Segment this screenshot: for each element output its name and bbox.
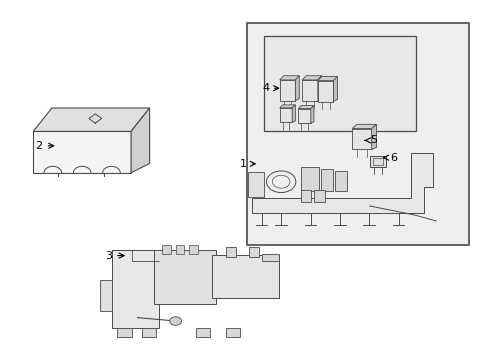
Polygon shape xyxy=(310,105,313,123)
Polygon shape xyxy=(188,245,197,254)
Polygon shape xyxy=(33,131,131,173)
Bar xyxy=(264,36,415,131)
Text: 3: 3 xyxy=(105,251,124,261)
Polygon shape xyxy=(195,328,210,337)
Polygon shape xyxy=(351,129,371,149)
Polygon shape xyxy=(302,76,321,80)
Text: 1: 1 xyxy=(240,159,255,169)
Polygon shape xyxy=(117,328,132,337)
Polygon shape xyxy=(298,105,313,108)
Text: 4: 4 xyxy=(262,83,278,93)
Polygon shape xyxy=(142,328,156,337)
Polygon shape xyxy=(247,172,264,197)
Polygon shape xyxy=(302,80,317,101)
Polygon shape xyxy=(295,76,299,101)
Polygon shape xyxy=(317,76,321,101)
Polygon shape xyxy=(279,108,292,122)
Polygon shape xyxy=(251,153,432,213)
Polygon shape xyxy=(112,250,159,328)
Polygon shape xyxy=(212,255,278,298)
Polygon shape xyxy=(175,245,184,254)
Bar xyxy=(248,247,258,257)
Polygon shape xyxy=(317,81,333,102)
Bar xyxy=(314,189,325,202)
Circle shape xyxy=(169,317,181,325)
Polygon shape xyxy=(131,108,149,173)
Polygon shape xyxy=(333,76,337,102)
Polygon shape xyxy=(317,76,337,81)
Polygon shape xyxy=(279,80,295,101)
Polygon shape xyxy=(279,105,295,108)
Bar xyxy=(372,158,382,165)
Polygon shape xyxy=(100,280,112,311)
Polygon shape xyxy=(33,108,149,131)
Polygon shape xyxy=(154,250,215,304)
Text: 6: 6 xyxy=(383,153,396,163)
Bar xyxy=(321,169,333,191)
Polygon shape xyxy=(162,245,171,254)
Polygon shape xyxy=(351,124,376,129)
Polygon shape xyxy=(369,156,385,167)
Bar xyxy=(225,247,235,257)
Text: 2: 2 xyxy=(36,141,54,151)
Polygon shape xyxy=(279,76,299,80)
Bar xyxy=(246,23,468,245)
Polygon shape xyxy=(292,105,295,122)
Bar xyxy=(262,254,278,261)
Polygon shape xyxy=(298,108,310,123)
Text: 5: 5 xyxy=(364,135,377,145)
Bar xyxy=(300,167,319,191)
Polygon shape xyxy=(225,328,240,337)
Bar xyxy=(334,171,346,191)
Polygon shape xyxy=(371,124,376,149)
Bar xyxy=(300,189,311,202)
